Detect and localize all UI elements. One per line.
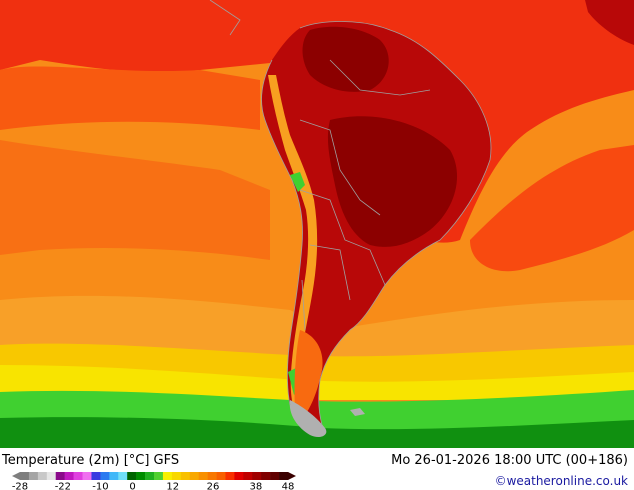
pacific-orange-band: [0, 140, 270, 260]
legend-tick-label: -22: [55, 482, 71, 490]
legend-swatch: [145, 472, 155, 480]
legend-swatch: [55, 472, 65, 480]
legend-swatch: [28, 472, 39, 480]
legend-swatch: [180, 472, 191, 480]
falkland-islands: [350, 408, 365, 416]
legend-tick-label: 12: [166, 482, 179, 490]
legend-max-arrow: [288, 472, 296, 480]
legend-tick-label: 0: [129, 482, 135, 490]
legend-swatch: [225, 472, 235, 480]
tierra-del-fuego: [289, 400, 327, 438]
legend-swatch: [243, 472, 253, 480]
legend-min-arrow: [12, 472, 20, 480]
legend-swatch: [136, 472, 146, 480]
legend-swatch: [82, 472, 92, 480]
credit-link[interactable]: ©weatheronline.co.uk: [494, 474, 628, 488]
legend-swatch: [64, 472, 74, 480]
legend-swatch: [252, 472, 262, 480]
legend-tick-label: 48: [282, 482, 295, 490]
andes-green-patch: [290, 172, 305, 192]
temperature-map: [0, 0, 634, 448]
legend-swatch: [198, 472, 208, 480]
legend-swatch: [189, 472, 199, 480]
legend-swatch: [207, 472, 217, 480]
northern-hot-core: [302, 26, 389, 92]
atlantic-warm-tongue: [470, 145, 634, 272]
interior-hot-core: [327, 116, 458, 247]
legend-swatch: [261, 472, 271, 480]
legend-swatch: [20, 472, 30, 480]
legend-swatch: [171, 472, 182, 480]
legend-swatch: [127, 472, 137, 480]
legend-tick-label: 38: [249, 482, 262, 490]
color-legend: -28 -22 -10 0 12 26 38 48: [12, 472, 296, 490]
legend-swatch: [118, 472, 128, 480]
country-borders: [209, 0, 492, 426]
legend-swatch: [270, 472, 280, 480]
legend-swatch: [216, 472, 226, 480]
legend-swatch: [162, 472, 173, 480]
africa-coast: [585, 0, 634, 45]
legend-swatch: [73, 472, 83, 480]
legend-swatch: [109, 472, 119, 480]
legend-swatch: [46, 472, 57, 480]
map-title: Temperature (2m) [°C] GFS: [2, 453, 180, 468]
legend-tick-label: -28: [12, 482, 28, 490]
legend-swatch: [154, 472, 164, 480]
map-footer: Temperature (2m) [°C] GFS Mo 26-01-2026 …: [0, 448, 634, 490]
legend-swatch: [37, 472, 48, 480]
legend-tick-label: -10: [92, 482, 108, 490]
east-pacific-orange: [0, 66, 260, 130]
legend-swatch: [91, 472, 101, 480]
legend-swatch: [279, 472, 289, 480]
legend-swatch: [234, 472, 244, 480]
legend-swatch: [100, 472, 110, 480]
legend-tick-label: 26: [207, 482, 220, 490]
patagonia-orange: [294, 330, 323, 415]
valid-time: Mo 26-01-2026 18:00 UTC (00+186): [391, 453, 628, 468]
